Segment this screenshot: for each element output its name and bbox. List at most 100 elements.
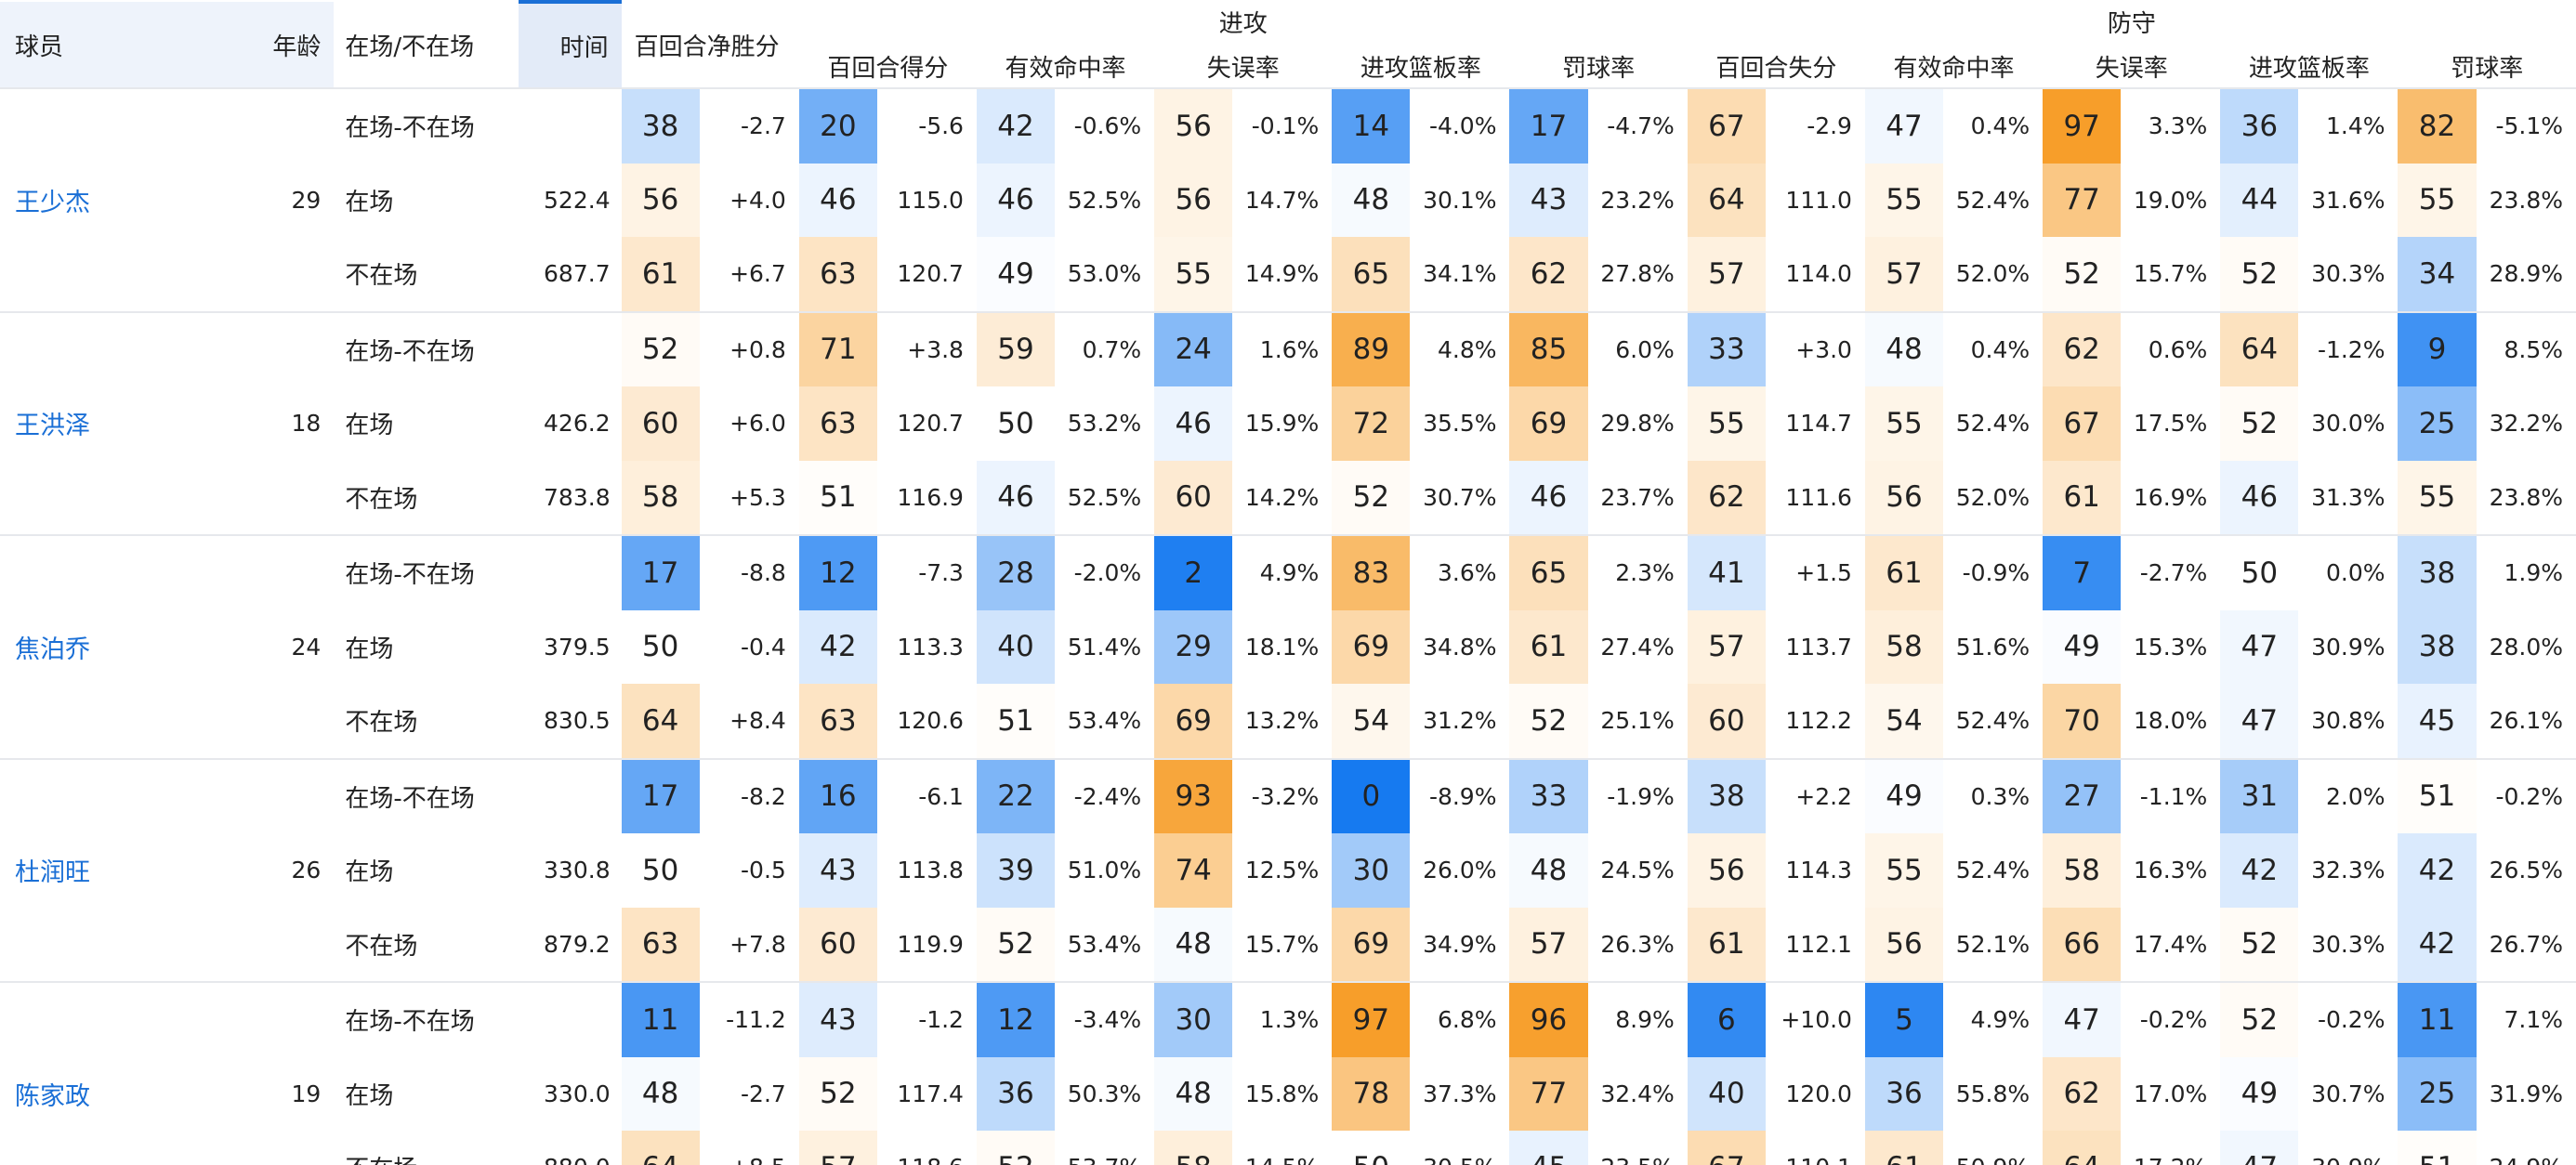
percentile: 54	[1332, 684, 1411, 759]
stat-value: -1.2	[876, 981, 977, 1057]
percentile: 45	[1509, 1131, 1588, 1165]
percentile: 50	[621, 833, 700, 908]
percentile: 46	[798, 163, 877, 237]
stat-value: -0.2%	[2476, 757, 2576, 833]
stat-value: 32.4%	[1600, 1080, 1675, 1107]
percentile: 60	[1687, 684, 1766, 759]
percentile: 43	[798, 981, 877, 1057]
minutes: 687.7	[544, 260, 611, 288]
percentile: 69	[1154, 684, 1233, 759]
stat-value: 13.2%	[1244, 707, 1320, 735]
stat-value: 110.1	[1766, 1131, 1865, 1165]
percentile: 42	[2398, 833, 2477, 908]
percentile: 97	[1332, 981, 1411, 1057]
player-name[interactable]: 杜润旺	[0, 757, 260, 982]
data-row: 陈家政 19 在场-不在场 11 -11.2 43 -1.2 12 -3.4% 30 1.3% 97 6…	[0, 981, 2576, 1165]
stat-value: 14.9%	[1244, 260, 1320, 288]
player-name[interactable]: 王少杰	[0, 87, 260, 312]
percentile: 44	[2220, 163, 2299, 237]
header-cell[interactable]: 时间	[518, 0, 622, 88]
stat-value: -0.2%	[2121, 981, 2221, 1057]
header-cell[interactable]: 失误率	[1206, 55, 1280, 83]
percentile: 85	[1509, 310, 1588, 386]
stat-value: 116.9	[897, 483, 964, 511]
header-cell[interactable]: 百回合失分	[1715, 55, 1837, 83]
stat-value: -2.7	[699, 87, 799, 164]
stat-value: 27.4%	[1600, 633, 1675, 661]
percentile: 72	[1332, 386, 1411, 461]
stat-value: 118.6	[877, 1131, 977, 1165]
minutes: 522.4	[544, 186, 611, 214]
status: 在场	[345, 858, 394, 887]
percentile: 52	[976, 1131, 1056, 1165]
percentile: 11	[621, 981, 700, 1057]
stat-value: 7.1%	[2476, 981, 2576, 1057]
header-cell[interactable]: 失误率	[2095, 55, 2168, 83]
group-header: 进攻	[1218, 9, 1268, 38]
stat-value: -0.4	[741, 633, 786, 661]
stat-value: 16.9%	[2133, 483, 2208, 511]
header-cell[interactable]: 有效命中率	[1005, 55, 1126, 83]
minutes: 426.2	[544, 410, 611, 438]
minutes	[518, 981, 622, 1057]
stat-value: 15.3%	[2133, 633, 2208, 661]
percentile: 93	[1154, 757, 1233, 833]
percentile: 96	[1509, 981, 1588, 1057]
percentile: 52	[2220, 981, 2299, 1057]
stat-value: 17.4%	[2133, 930, 2208, 958]
header-cell[interactable]: 有效命中率	[1893, 55, 2015, 83]
percentile: 38	[2398, 534, 2477, 610]
header-cell[interactable]: 罚球率	[1562, 55, 1636, 83]
header-cell[interactable]: 罚球率	[2451, 55, 2524, 83]
stat-value: 50.9%	[1943, 1131, 2043, 1165]
stat-value: 28.0%	[2489, 633, 2563, 661]
percentile: 56	[1864, 460, 1944, 535]
header-cell[interactable]: 百回合净胜分	[634, 33, 780, 61]
stat-value: 52.4%	[1955, 857, 2031, 884]
minutes: 783.8	[544, 483, 611, 511]
status: 在场-不在场	[334, 310, 519, 386]
stat-value: -0.1%	[1232, 87, 1333, 164]
percentile: 38	[621, 87, 700, 164]
header-cell[interactable]: 进攻篮板率	[1360, 55, 1481, 83]
header-cell: 在场/不在场	[334, 2, 519, 88]
percentile: 12	[976, 981, 1056, 1057]
data-row: 王洪泽 18 在场-不在场 52 +0.8 71 +3.8 59 0.7% 24 1.6% 89 4.8…	[0, 310, 2576, 535]
percentile: 48	[1332, 163, 1411, 237]
player-name[interactable]: 陈家政	[0, 981, 260, 1165]
stat-value: -5.6	[876, 87, 977, 164]
percentile: 0	[1332, 757, 1411, 833]
data-row: 在场 522.4 56 +4.0 46 115.0 46 52.5% 56 14.7% 48 30.1…	[0, 163, 2576, 237]
percentile: 42	[2220, 833, 2299, 908]
percentile: 50	[2220, 534, 2299, 610]
data-row: 不在场 687.7 61 +6.7 63 120.7 49 53.0% 55 14.9% 65 34.…	[0, 237, 2576, 312]
stat-value: 6.0%	[1587, 310, 1688, 386]
stat-value: 51.6%	[1955, 633, 2031, 661]
percentile: 55	[2398, 163, 2477, 237]
percentile: 29	[1154, 609, 1233, 684]
percentile: 62	[1509, 237, 1588, 312]
player-name[interactable]: 焦泊乔	[0, 534, 260, 759]
stat-value: 53.4%	[1067, 930, 1142, 958]
percentile: 48	[621, 1056, 700, 1131]
data-row: 在场 330.8 50 -0.5 43 113.8 39 51.0% 74 12.5% 30 26.0…	[0, 833, 2576, 908]
stat-value: -5.1%	[2476, 87, 2576, 164]
percentile: 58	[1154, 1131, 1233, 1165]
stat-value: 12.5%	[1244, 857, 1320, 884]
player-name[interactable]: 王洪泽	[0, 310, 260, 535]
percentile: 30	[1154, 981, 1233, 1057]
header-cell[interactable]: 百回合得分	[827, 55, 949, 83]
player-age: 29	[259, 87, 335, 312]
percentile: 77	[2043, 163, 2122, 237]
stat-value: 2.3%	[1587, 534, 1688, 610]
header-cell: 年龄	[259, 2, 335, 88]
percentile: 82	[2398, 87, 2477, 164]
stat-value: 3.3%	[2121, 87, 2221, 164]
stat-value: 113.3	[897, 633, 964, 661]
data-row: 不在场 783.8 58 +5.3 51 116.9 46 52.5% 60 14.2% 52 30.…	[0, 460, 2576, 535]
header-cell[interactable]: 进攻篮板率	[2248, 55, 2370, 83]
percentile: 49	[1864, 757, 1944, 833]
minutes	[518, 87, 622, 164]
stat-value: 34.9%	[1423, 930, 1497, 958]
